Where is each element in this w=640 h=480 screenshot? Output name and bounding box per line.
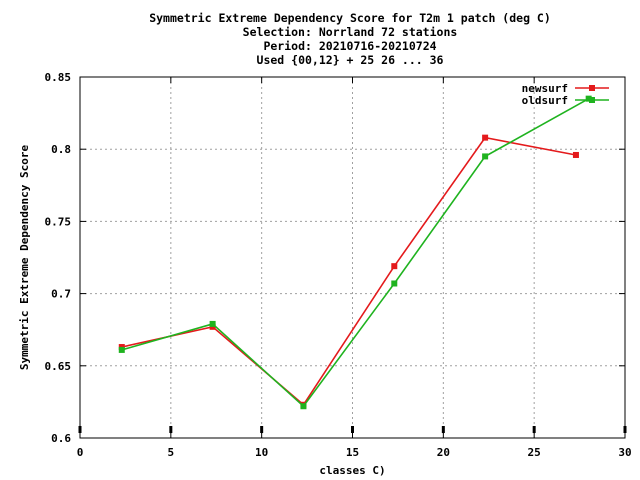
title-line: Used {00,12} + 25 26 ... 36 <box>257 53 444 67</box>
y-tick-label: 0.8 <box>51 143 71 156</box>
x-tick-marker <box>78 426 82 433</box>
y-tick-labels: 0.6 0.65 0.7 0.75 0.8 0.85 <box>45 71 72 445</box>
title-line: Selection: Norrland 72 stations <box>243 25 458 39</box>
x-tick-label: 5 <box>168 446 175 459</box>
legend-label: newsurf <box>522 82 568 95</box>
x-tick-marker <box>260 426 264 433</box>
legend-swatch-marker <box>589 97 595 103</box>
chart-title: Symmetric Extreme Dependency Score for T… <box>149 11 551 67</box>
x-tick-marker <box>532 426 536 433</box>
grid <box>80 77 625 438</box>
axis-ticks <box>78 76 627 439</box>
series-line-oldsurf <box>121 97 590 408</box>
series <box>118 95 592 410</box>
data-point-oldsurf <box>300 403 307 410</box>
x-tick-labels: 0 5 10 15 20 25 30 <box>77 446 632 459</box>
legend-label: oldsurf <box>522 94 568 107</box>
data-point-newsurf <box>391 263 398 270</box>
data-point-oldsurf <box>118 346 125 353</box>
x-tick-label: 15 <box>346 446 359 459</box>
y-tick-label: 0.85 <box>45 71 72 84</box>
x-tick-marker <box>169 426 173 433</box>
series-line-newsurf <box>121 136 577 406</box>
x-tick-label: 25 <box>528 446 541 459</box>
y-tick-label: 0.7 <box>51 288 71 301</box>
data-point-newsurf <box>572 151 579 158</box>
y-tick-label: 0.75 <box>45 215 72 228</box>
title-line: Symmetric Extreme Dependency Score for T… <box>149 11 551 25</box>
x-axis-label: classes C) <box>319 464 385 477</box>
y-tick-label: 0.6 <box>51 432 71 445</box>
legend-swatch-marker <box>589 85 595 91</box>
x-tick-marker <box>351 426 354 433</box>
x-tick-label: 20 <box>437 446 450 459</box>
y-tick-label: 0.65 <box>45 360 72 373</box>
data-point-oldsurf <box>391 280 398 287</box>
data-point-oldsurf <box>209 320 216 327</box>
data-point-newsurf <box>482 134 489 141</box>
data-point-oldsurf <box>585 95 592 102</box>
data-point-oldsurf <box>482 153 489 160</box>
x-tick-marker <box>441 426 445 433</box>
x-tick-label: 10 <box>255 446 268 459</box>
y-axis-label: Symmetric Extreme Dependency Score <box>18 145 31 371</box>
x-tick-label: 30 <box>618 446 631 459</box>
x-tick-label: 0 <box>77 446 84 459</box>
title-line: Period: 20210716-20210724 <box>263 39 436 53</box>
x-tick-marker <box>623 426 627 433</box>
